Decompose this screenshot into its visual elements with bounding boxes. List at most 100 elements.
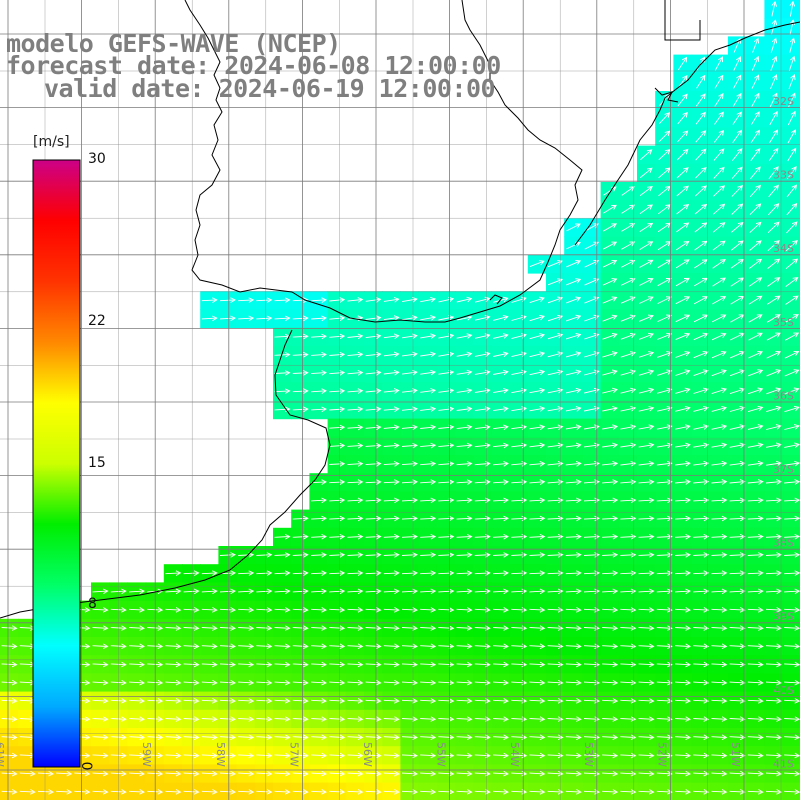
lat-label: 35S — [773, 316, 794, 329]
wind-vector — [310, 716, 327, 722]
wind-vector — [747, 479, 764, 485]
wind-vector — [365, 716, 382, 722]
wind-vector — [621, 241, 636, 250]
wind-vector — [383, 442, 400, 449]
wind-vector — [201, 588, 218, 595]
wind-vector — [383, 698, 400, 704]
wind-vector — [638, 716, 655, 722]
wind-vector — [292, 625, 309, 631]
wind-vector — [747, 515, 764, 522]
wind-vector — [438, 570, 455, 576]
wind-vector — [347, 679, 364, 686]
wind-vector — [456, 716, 473, 722]
wind-vector — [365, 588, 382, 595]
wind-vector — [749, 184, 761, 197]
wind-vector — [656, 716, 673, 722]
wind-vector — [420, 388, 437, 394]
wind-vector — [201, 789, 218, 795]
wind-vector — [329, 752, 346, 759]
wind-vector — [438, 716, 455, 722]
wind-vector — [620, 770, 637, 777]
wind-vector — [693, 643, 710, 650]
wind-vector — [565, 369, 582, 376]
wind-vector — [729, 679, 746, 686]
wind-vector — [785, 277, 799, 287]
wind-vector — [347, 388, 364, 394]
wind-vector — [711, 588, 728, 595]
wind-vector — [274, 297, 291, 303]
wind-vector — [219, 752, 236, 759]
wind-vector — [747, 789, 764, 795]
wind-vector — [1, 716, 18, 722]
wind-vector — [492, 789, 509, 795]
wind-vector — [657, 351, 673, 358]
wind-vector — [329, 570, 346, 576]
wind-vector — [92, 607, 109, 613]
wind-vector — [695, 148, 707, 161]
wind-vector — [310, 734, 327, 741]
wind-vector — [657, 369, 673, 376]
wind-vector — [712, 240, 726, 251]
wind-vector — [365, 388, 382, 394]
wind-vector — [383, 388, 400, 394]
wind-vector — [329, 789, 346, 795]
map-title-valid-date: valid date: 2024-06-19 12:00:00 — [44, 74, 496, 103]
map-title-forecast-date: forecast date: 2024-06-08 12:00:00 — [6, 51, 501, 80]
wind-vector — [620, 460, 637, 467]
wind-vector — [675, 369, 691, 376]
wind-vector — [274, 716, 291, 722]
wind-vector — [365, 406, 382, 412]
wind-vector — [201, 698, 218, 704]
wind-vector — [329, 515, 346, 522]
wind-vector — [401, 661, 418, 668]
wind-vector — [638, 588, 655, 595]
wind-vector — [420, 479, 437, 485]
wind-vector — [638, 607, 655, 613]
wind-vector — [238, 643, 255, 650]
wind-vector — [565, 752, 582, 759]
wind-vector — [693, 716, 710, 722]
wind-vector — [529, 716, 546, 722]
wind-vector — [456, 442, 473, 449]
wind-vector — [711, 515, 728, 522]
wind-vector — [602, 607, 619, 613]
wind-vector — [695, 111, 706, 125]
wind-vector — [747, 424, 764, 430]
wind-vector — [402, 351, 418, 358]
wind-vector — [693, 497, 710, 504]
wind-vector — [529, 515, 546, 522]
wind-vector — [347, 442, 364, 449]
wind-vector — [565, 661, 582, 668]
wind-vector — [747, 405, 764, 413]
wind-vector — [678, 56, 688, 71]
wind-vector — [747, 752, 764, 759]
wind-vector — [565, 497, 582, 504]
wind-vector — [603, 204, 617, 214]
wind-vector — [165, 716, 182, 722]
coastline — [0, 0, 800, 619]
wind-vector — [767, 221, 780, 234]
wind-vector — [732, 92, 742, 107]
wind-vector — [147, 661, 164, 668]
wind-vector — [788, 74, 796, 90]
wind-vector — [456, 515, 473, 522]
wind-vector — [565, 588, 582, 595]
wind-vector — [602, 770, 619, 777]
wind-vector — [165, 789, 182, 795]
wind-vector — [147, 734, 164, 741]
wind-vector — [656, 789, 673, 795]
wind-vector — [310, 588, 327, 595]
wind-vector — [711, 424, 728, 430]
wind-vector — [750, 129, 761, 143]
wind-vector — [729, 752, 746, 759]
wind-vector — [492, 460, 509, 467]
wind-vector — [748, 277, 763, 287]
colorbar-tick-label: 8 — [88, 596, 97, 613]
wind-vector — [1, 661, 18, 668]
wind-vector — [493, 333, 509, 339]
wind-vector — [731, 185, 743, 197]
wind-vector — [565, 406, 582, 412]
wind-vector — [420, 369, 437, 376]
wind-vector — [565, 387, 582, 394]
wind-vector — [548, 260, 563, 268]
